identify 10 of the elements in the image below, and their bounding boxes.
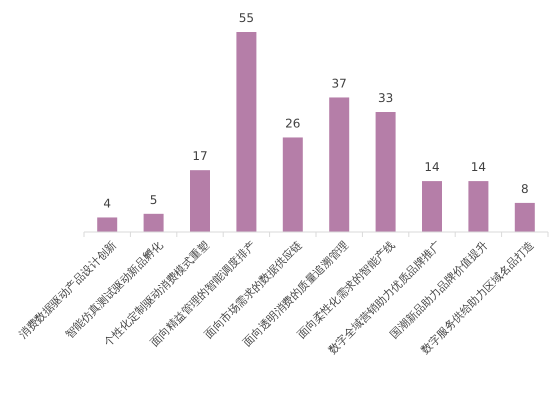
data-label: 37 <box>332 76 347 90</box>
data-label: 17 <box>192 149 208 164</box>
data-label: 55 <box>238 11 254 25</box>
data-label: 8 <box>520 182 529 196</box>
data-label: 4 <box>103 196 112 210</box>
data-label: 26 <box>285 116 300 130</box>
data-label: 33 <box>378 91 394 105</box>
data-label: 5 <box>150 192 158 207</box>
data-label: 14 <box>470 160 486 174</box>
data-label: 14 <box>424 160 440 174</box>
